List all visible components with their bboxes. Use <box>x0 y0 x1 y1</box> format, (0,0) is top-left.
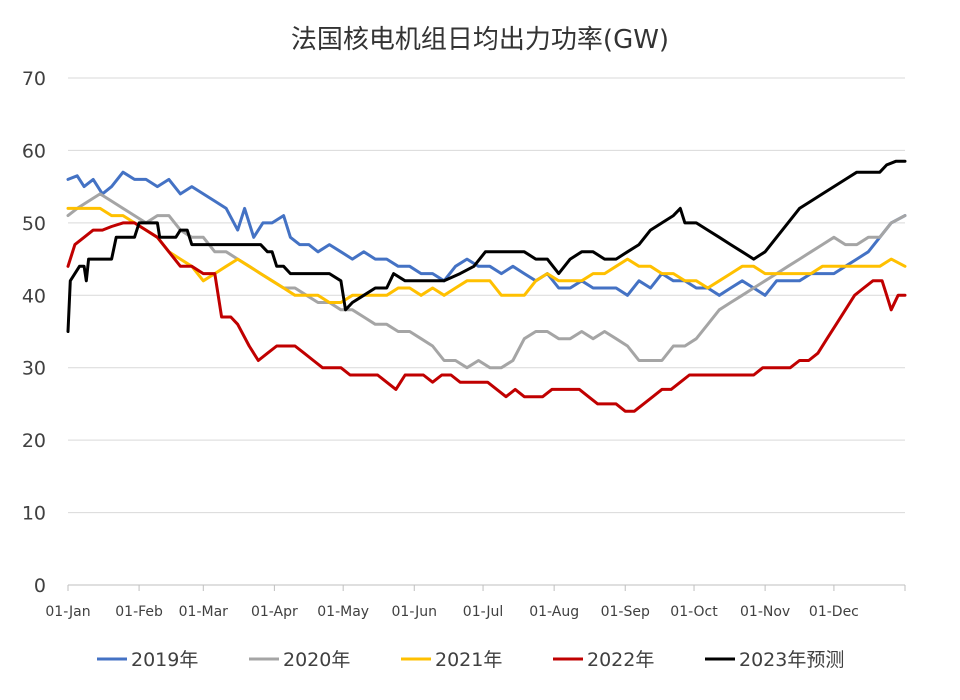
y-tick-label: 30 <box>22 358 46 380</box>
x-tick-label: 01-Nov <box>740 604 790 620</box>
y-tick-label: 70 <box>22 68 46 90</box>
series-line-1 <box>66 192 907 370</box>
x-tick-label: 01-Apr <box>251 604 298 620</box>
legend-label: 2023年预测 <box>739 649 844 671</box>
y-tick-label: 40 <box>22 285 46 307</box>
legend-label: 2019年 <box>131 649 198 671</box>
legend-item-4: 2023年预测 <box>705 649 844 671</box>
y-tick-label: 20 <box>22 430 46 452</box>
series-line-4 <box>66 159 907 333</box>
x-tick-label: 01-Jun <box>392 604 438 620</box>
x-tick-label: 01-Oct <box>670 604 718 620</box>
series-line-0 <box>66 170 907 297</box>
x-tick-label: 01-Feb <box>115 604 163 620</box>
x-tick-label: 01-Jan <box>45 604 90 620</box>
x-tick-label: 01-Jul <box>463 604 504 620</box>
x-axis: 01-Jan 01-Feb 01-Mar 01-Apr 01-May 01-Jun 01-J… <box>45 585 906 620</box>
legend-label: 2022年 <box>587 649 654 671</box>
legend-label: 2021年 <box>435 649 502 671</box>
gridlines <box>68 77 905 586</box>
legend-item-0: 2019年 <box>97 649 198 671</box>
legend-item-2: 2021年 <box>401 649 502 671</box>
legend: 2019年 2020年 2021年 2022年 2023年预测 <box>97 649 844 671</box>
x-tick-label: 01-May <box>317 604 369 620</box>
y-tick-label: 0 <box>34 575 46 597</box>
x-tick-label: 01-Mar <box>179 604 229 620</box>
series-lines <box>66 159 907 413</box>
y-tick-label: 50 <box>22 213 46 235</box>
y-tick-label: 60 <box>22 140 46 162</box>
legend-item-3: 2022年 <box>553 649 654 671</box>
legend-label: 2020年 <box>283 649 350 671</box>
chart-title: 法国核电机组日均出力功率(GW) <box>291 25 669 55</box>
legend-item-1: 2020年 <box>249 649 350 671</box>
y-axis: 0 10 20 30 40 50 60 70 <box>22 68 46 597</box>
y-tick-label: 10 <box>22 503 46 525</box>
series-line-3 <box>66 221 907 413</box>
series-line-2 <box>66 206 907 304</box>
x-tick-label: 01-Dec <box>809 604 859 620</box>
x-tick-label: 01-Sep <box>601 604 650 620</box>
x-tick-label: 01-Aug <box>529 604 579 620</box>
